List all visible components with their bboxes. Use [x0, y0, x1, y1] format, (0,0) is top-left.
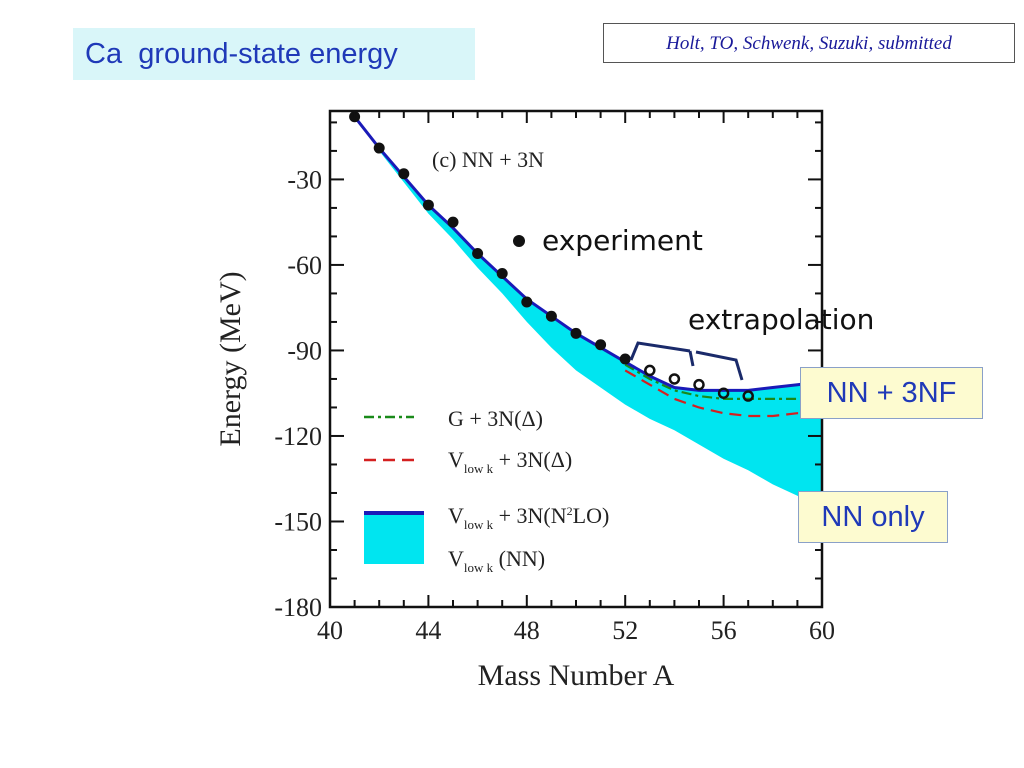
panel-label: (c) NN + 3N [432, 147, 544, 172]
reference-box: Holt, TO, Schwenk, Suzuki, submitted [603, 23, 1015, 63]
x-tick-label: 40 [317, 616, 343, 645]
experiment-point [398, 168, 410, 180]
nn-only-tag: NN only [798, 491, 948, 543]
extrapolation-point [742, 390, 754, 402]
experiment-point [447, 216, 459, 228]
experiment-point [595, 339, 607, 351]
experiment-point [373, 142, 385, 154]
x-axis-label: Mass Number A [478, 659, 675, 692]
legend-band-swatch [364, 512, 424, 564]
extrapolation-point [668, 373, 681, 385]
title-rest: ground-state energy [138, 38, 398, 70]
extrapolation-point [717, 387, 730, 399]
extrapolation-point [693, 378, 705, 391]
y-tick-label: -150 [274, 507, 322, 536]
series-n2lo-line [353, 115, 822, 392]
experiment-point [496, 267, 508, 279]
x-tick-label: 48 [514, 616, 540, 645]
experiment-point [472, 248, 484, 260]
experiment-point [521, 296, 533, 308]
x-tick-label: 60 [809, 616, 835, 645]
legend: G + 3N(Δ) Vlow k + 3N(Δ) Vlow k + 3N(N2L… [364, 406, 609, 575]
legend-vlowk3n-label: Vlow k + 3N(Δ) [448, 447, 572, 476]
extrapolation-brace [629, 341, 744, 381]
x-tick-label: 56 [711, 616, 737, 645]
y-tick-label: -120 [274, 422, 322, 451]
experiment-legend-marker [513, 235, 525, 247]
extrapolation-point [644, 364, 656, 377]
nn-only-band [354, 116, 822, 511]
legend-g3n-label: G + 3N(Δ) [448, 406, 543, 431]
y-tick-label: -180 [274, 593, 322, 622]
extrapolation-annotation: extrapolation [688, 303, 874, 336]
slide-title: Ca ground-state energy [73, 28, 475, 80]
experiment-point [545, 310, 557, 322]
x-tick-label: 44 [415, 616, 441, 645]
experiment-point [619, 353, 631, 365]
y-tick-label: -90 [287, 336, 322, 365]
title-element: Ca [85, 38, 123, 70]
y-tick-label: -60 [287, 251, 322, 280]
experiment-point [570, 327, 582, 339]
legend-nn-label: Vlow k (NN) [448, 546, 545, 575]
nn-3nf-tag: NN + 3NF [800, 367, 983, 419]
experiment-point [422, 199, 434, 211]
x-tick-label: 52 [612, 616, 638, 645]
series-vlowk3n-line [624, 369, 822, 418]
experiment-annotation: experiment [542, 224, 703, 257]
y-axis-label: Energy (MeV) [214, 271, 247, 446]
y-tick-label: -30 [287, 165, 322, 194]
